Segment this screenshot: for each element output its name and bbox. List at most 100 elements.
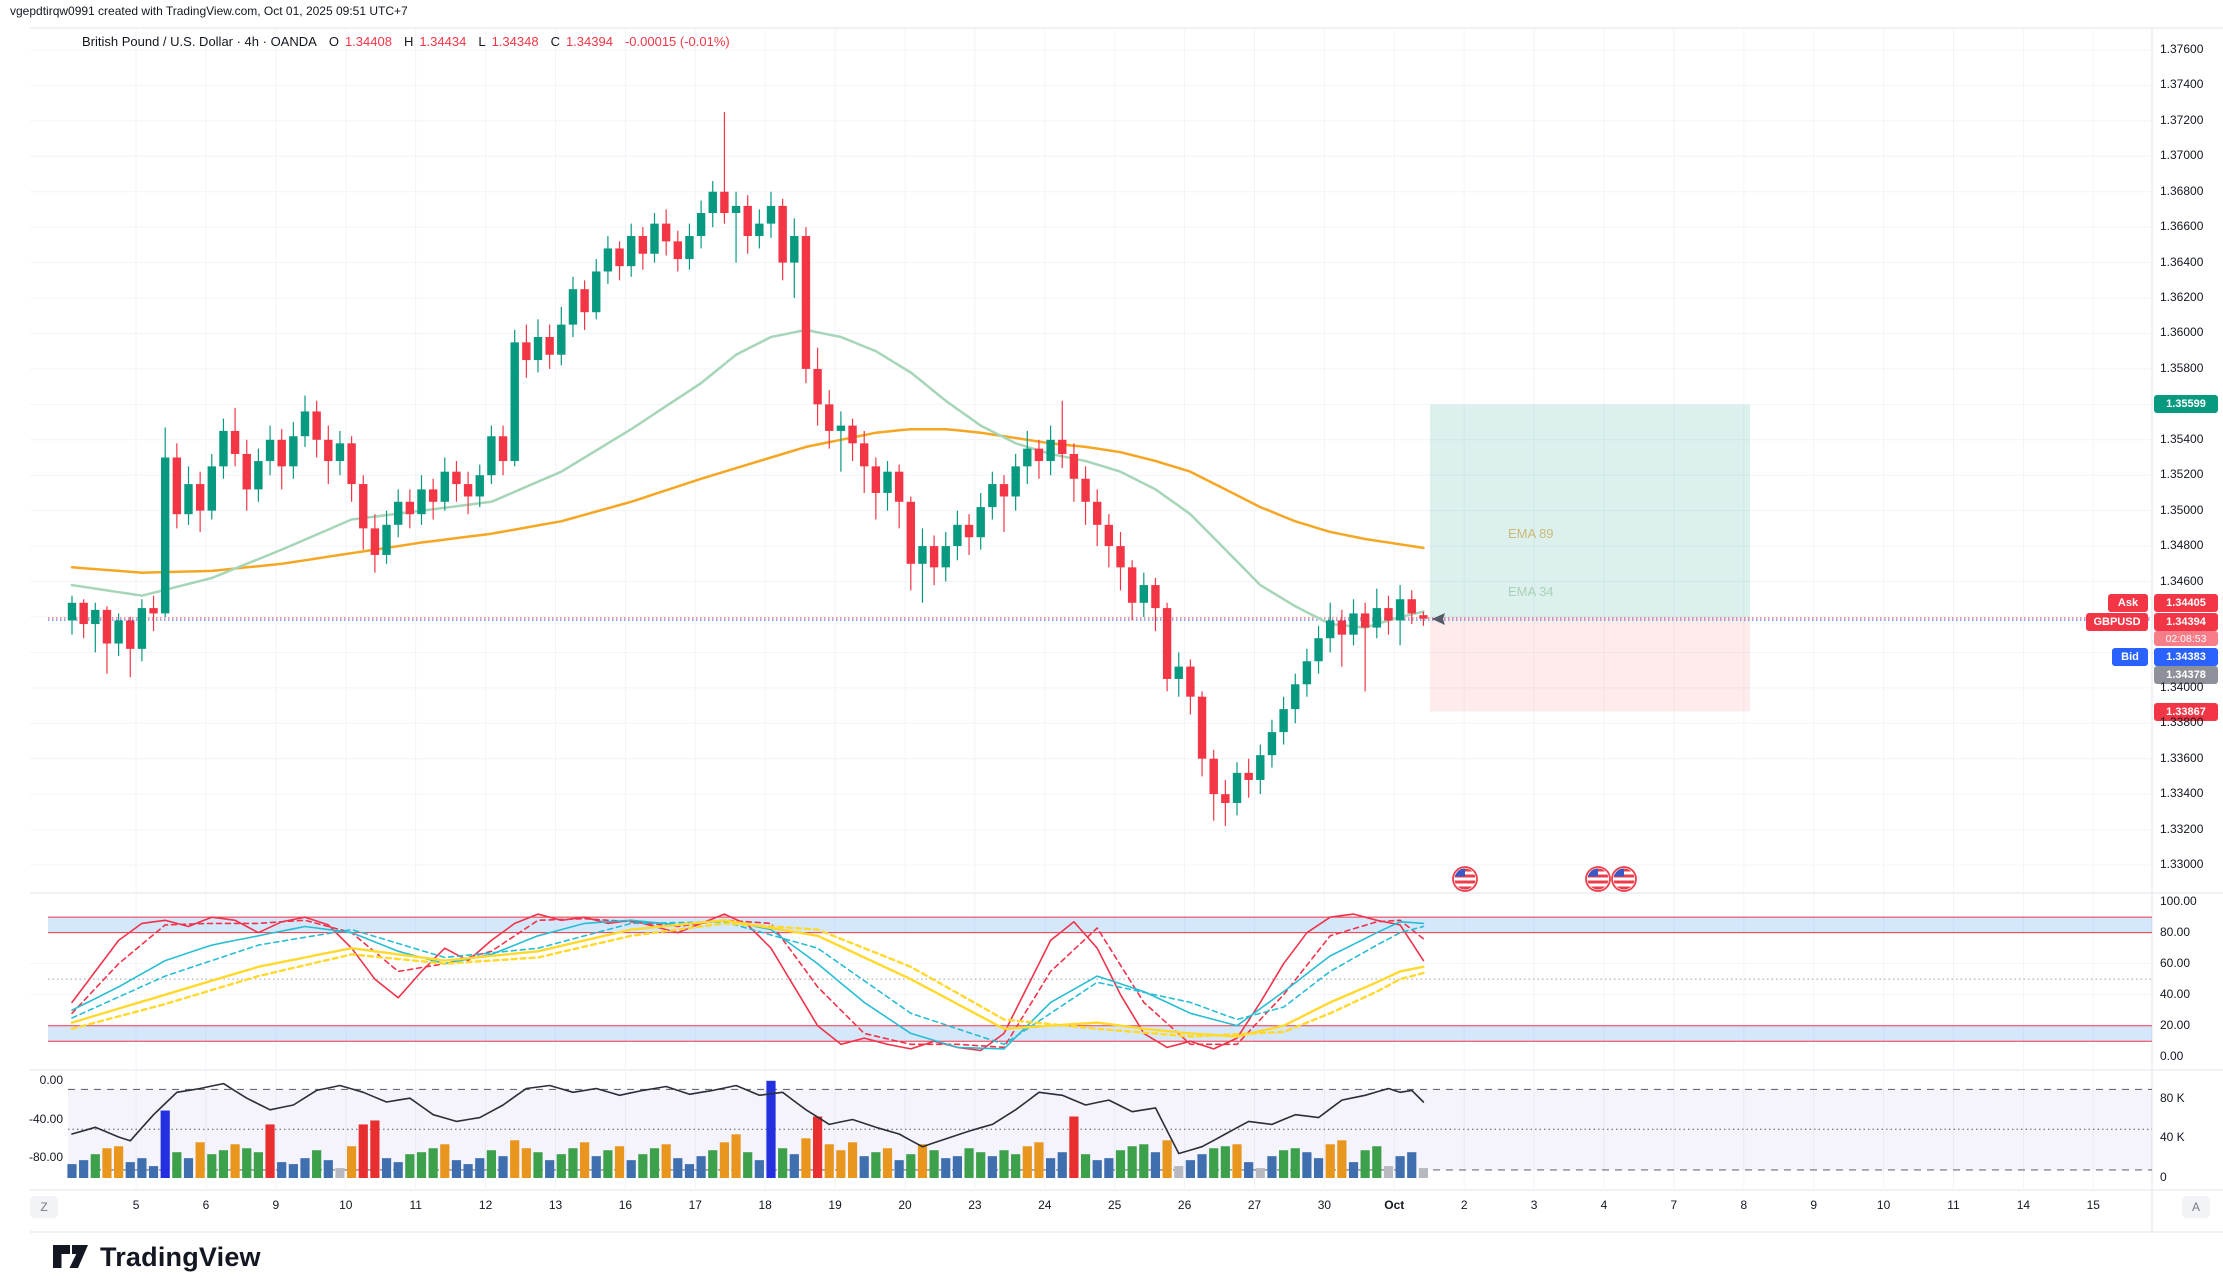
tradingview-footer[interactable]: TradingView [52, 1240, 261, 1275]
time-tick-label: 10 [339, 1198, 353, 1212]
price-tick-label: 1.34600 [2160, 573, 2204, 588]
candle [312, 411, 321, 440]
demand-zone-pink[interactable] [1430, 618, 1750, 712]
candle [1232, 772, 1242, 803]
candle [1244, 772, 1253, 780]
symbol-header[interactable]: British Pound / U.S. Dollar · 4h · OANDA… [82, 34, 730, 49]
candle [161, 457, 170, 614]
volume-bar [1127, 1146, 1137, 1178]
time-tick-month-label: Oct [1384, 1198, 1405, 1212]
volume-bar [125, 1162, 135, 1178]
volume-bar [1104, 1158, 1114, 1178]
candle [743, 205, 752, 237]
volume-bar [195, 1142, 205, 1178]
us-flag-icon[interactable] [1454, 868, 1476, 890]
price-tick-label: 1.36800 [2160, 183, 2204, 198]
candle [1174, 666, 1183, 679]
ema34-label: EMA 34 [1508, 584, 1554, 599]
candle [405, 501, 415, 515]
time-tick-label: 12 [478, 1198, 493, 1212]
candle [1419, 615, 1428, 619]
us-flag-icon[interactable] [1613, 868, 1635, 890]
zone-bottom-price-badge: 1.33867 [2154, 703, 2218, 721]
volume-bar [347, 1146, 357, 1178]
candle [778, 205, 787, 263]
volume-bar [1011, 1154, 1021, 1178]
volume-bar [1080, 1154, 1091, 1178]
candle [592, 271, 601, 313]
candle [91, 609, 100, 625]
volume-bar [591, 1156, 601, 1178]
candle [848, 425, 857, 444]
candle [172, 457, 182, 515]
candle [1326, 620, 1335, 639]
candle [1221, 794, 1230, 803]
volume-bar [1395, 1156, 1405, 1178]
candle [755, 223, 764, 237]
volume-bar [754, 1160, 764, 1178]
candle [860, 443, 869, 467]
volume-bar [521, 1148, 531, 1178]
volume-bar [253, 1152, 263, 1178]
us-flag-icon[interactable] [1587, 868, 1609, 890]
supply-zone-green[interactable] [1430, 404, 1750, 619]
candle [1104, 524, 1114, 547]
candle [1267, 732, 1277, 756]
time-tick-label: 9 [272, 1198, 280, 1212]
candle [394, 501, 403, 525]
extra-price-badge: 1.34378 [2154, 666, 2218, 684]
volume-bar [1302, 1152, 1312, 1178]
volume-bar [696, 1156, 706, 1178]
candle [428, 489, 438, 502]
price-tick-label: 1.37400 [2160, 77, 2204, 92]
candle [627, 236, 636, 267]
bid-badge: Bid [2112, 648, 2148, 666]
volume-bar [836, 1150, 846, 1178]
osc-tick-label: 40.00 [2160, 986, 2191, 1001]
time-tick-label: 30 [1317, 1198, 1332, 1212]
volume-bar [207, 1154, 217, 1178]
volume-bar [731, 1134, 741, 1178]
volume-bar [626, 1160, 636, 1178]
vol-left-tick-label: 0.00 [39, 1072, 63, 1087]
time-tick-label: 2 [1460, 1198, 1468, 1212]
price-tick-label: 1.34000 [2160, 679, 2204, 694]
volume-bar [463, 1164, 473, 1178]
volume-bar [486, 1150, 496, 1178]
candle [137, 608, 147, 649]
candle [1058, 439, 1067, 454]
candle [685, 236, 694, 260]
stoch-fast-d-line [71, 917, 1425, 1049]
volume-bar [964, 1148, 974, 1178]
candle [370, 528, 380, 555]
volume-bar [638, 1154, 648, 1178]
volume-bar [1255, 1168, 1265, 1178]
us-flag-ring [1452, 866, 1478, 892]
volume-bar [813, 1116, 823, 1178]
time-tick-label: 23 [968, 1198, 982, 1212]
candle [557, 324, 566, 355]
auto-scale-button[interactable]: A [2182, 1196, 2210, 1218]
candle [184, 484, 193, 515]
volume-bar [1337, 1140, 1347, 1178]
volume-bar [323, 1160, 333, 1178]
time-tick-label: 15 [2086, 1198, 2100, 1212]
volume-bar [556, 1154, 566, 1178]
time-tick-label: 6 [202, 1198, 210, 1212]
ask-price-badge: 1.34405 [2154, 594, 2218, 612]
time-tick-label: 19 [828, 1198, 842, 1212]
candle [650, 223, 659, 254]
volume-bar [603, 1150, 613, 1178]
volume-bar [498, 1156, 508, 1178]
time-tick-label: 5 [132, 1198, 140, 1212]
volume-bar [917, 1144, 928, 1178]
ema89-line [70, 427, 1425, 574]
volume-bar [451, 1160, 462, 1178]
zoom-out-button[interactable]: Z [30, 1196, 58, 1218]
volume-bar [1383, 1166, 1394, 1178]
volume-bar [719, 1142, 729, 1178]
candle [1069, 453, 1079, 479]
zone-top-price-badge: 1.35599 [2154, 395, 2218, 413]
candle [964, 524, 974, 538]
